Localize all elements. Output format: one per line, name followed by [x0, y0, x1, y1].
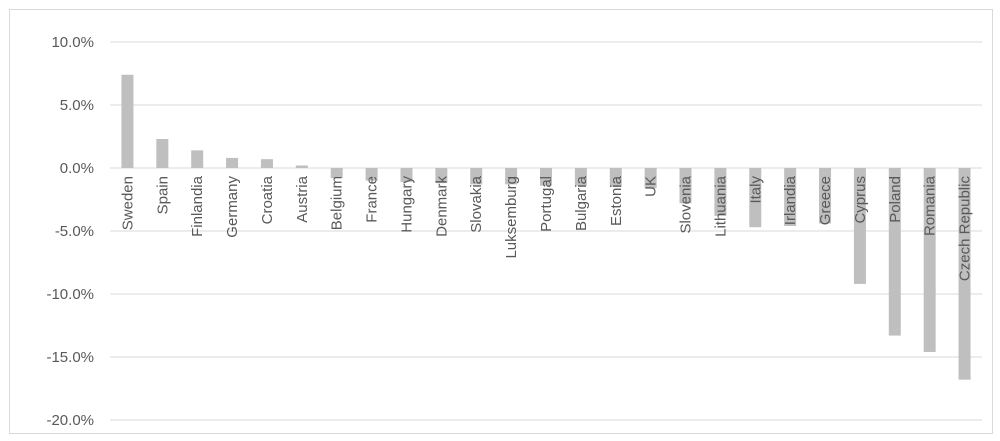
category-label: Slovakia: [468, 175, 485, 232]
category-label: Portugal: [538, 176, 555, 232]
category-label: Austria: [294, 175, 311, 222]
bar: [609, 168, 622, 187]
category-label: Germany: [224, 176, 241, 238]
bar: [156, 139, 169, 168]
bar: [365, 168, 378, 181]
bar: [958, 168, 971, 380]
category-labels: Sweden Spain Finlandia Germany Croatia Austri…: [119, 175, 973, 281]
category-label: Cyprus: [852, 176, 869, 224]
category-label: Denmark: [433, 176, 450, 237]
y-axis-ticks: 10.0% 5.0% 0.0% -5.0% -10.0% -15.0% -20.0%: [46, 34, 94, 429]
bar: [260, 159, 273, 168]
y-tick-label: -15.0%: [46, 349, 94, 366]
y-tick-label: 10.0%: [51, 34, 94, 51]
category-label: Croatia: [259, 175, 276, 224]
bar: [121, 74, 134, 168]
category-label: Spain: [154, 176, 171, 214]
bar: [540, 168, 552, 186]
category-label: Lithuania: [712, 175, 729, 237]
category-label: France: [364, 176, 381, 223]
bar: [749, 168, 762, 228]
category-label: Bulgaria: [573, 175, 590, 231]
bar: [330, 168, 343, 179]
y-tick-label: 0.0%: [60, 160, 94, 177]
category-label: Slovenia: [678, 175, 695, 233]
category-label: Belgium: [329, 176, 346, 230]
category-label: Italy: [747, 176, 764, 204]
bar: [784, 168, 797, 226]
bar: [679, 168, 692, 204]
category-label: Greece: [817, 176, 834, 225]
bar: [470, 168, 483, 185]
y-tick-label: 5.0%: [60, 97, 94, 114]
category-label: Czech Republic: [957, 176, 974, 282]
bar: [191, 150, 204, 168]
bar: [435, 168, 448, 184]
category-label: Poland: [887, 176, 904, 223]
category-label: Hungary: [398, 176, 415, 233]
category-label: Finlandia: [189, 175, 206, 237]
bar: [923, 168, 936, 352]
bar: [888, 168, 901, 336]
y-tick-label: -20.0%: [46, 412, 94, 429]
bar: [714, 168, 727, 216]
bar: [226, 157, 239, 168]
category-label: Sweden: [119, 176, 136, 230]
category-label: Irlandia: [782, 175, 799, 225]
bar: [853, 168, 866, 284]
bar: [819, 168, 832, 224]
category-label: Estonia: [608, 175, 625, 226]
bar: [574, 168, 587, 186]
bar: [644, 168, 657, 189]
y-tick-label: -10.0%: [46, 286, 94, 303]
category-label: Luksemburg: [503, 176, 520, 259]
y-tick-label: -5.0%: [55, 223, 94, 240]
bar: [505, 168, 518, 185]
bars: [121, 74, 971, 380]
category-label: UK: [643, 176, 660, 197]
bar: [295, 165, 308, 168]
category-label: Romania: [922, 175, 939, 236]
gridlines: [110, 41, 982, 421]
bar: [400, 168, 413, 182]
